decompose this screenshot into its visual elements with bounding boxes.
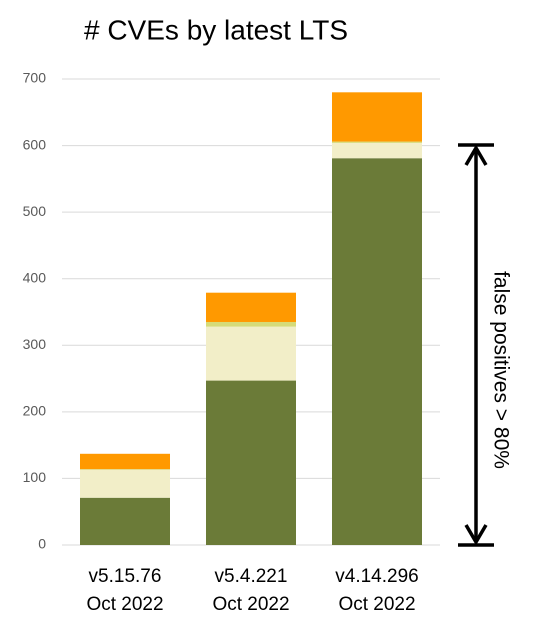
y-tick-label: 400 <box>23 269 47 285</box>
bar-segment <box>206 321 296 327</box>
annotation-arrow <box>458 143 494 547</box>
x-tick-label: Oct 2022 <box>338 594 415 615</box>
y-tick-label: 600 <box>23 136 47 152</box>
x-tick-label: v5.4.221 <box>215 566 288 587</box>
bar-segment <box>206 326 296 381</box>
y-tick-label: 100 <box>23 469 47 485</box>
bar-segment <box>80 469 170 498</box>
x-tick-label: v4.14.296 <box>335 566 418 587</box>
y-tick-label: 300 <box>23 336 47 352</box>
arrow-head <box>464 144 488 166</box>
annotation: false positives > 80% <box>489 271 512 469</box>
x-tick-label: Oct 2022 <box>86 594 163 615</box>
bar-segment <box>332 142 422 159</box>
bar-segment <box>80 469 170 470</box>
arrow-head <box>464 524 488 546</box>
bar-segment <box>332 158 422 545</box>
y-tick-label: 200 <box>23 403 47 419</box>
bar-segment <box>206 380 296 545</box>
bar-segment <box>332 92 422 142</box>
bar-segment <box>80 453 170 470</box>
bar-segment <box>332 141 422 143</box>
bar-segment <box>80 497 170 545</box>
y-tick-label: 500 <box>23 203 47 219</box>
chart-title: # CVEs by latest LTS <box>84 14 348 45</box>
y-tick-label: 700 <box>23 70 47 86</box>
x-tick-label: Oct 2022 <box>212 594 289 615</box>
bar-segment <box>206 292 296 322</box>
x-tick-label: v5.15.76 <box>89 566 162 587</box>
y-tick-label: 0 <box>38 536 46 552</box>
